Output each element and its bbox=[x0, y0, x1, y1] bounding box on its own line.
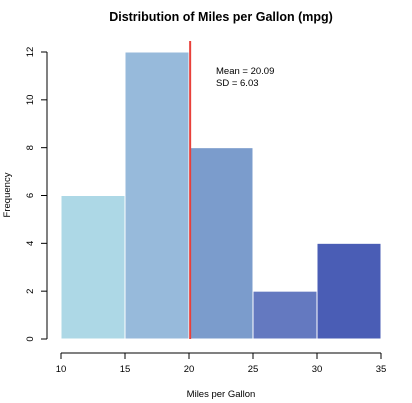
x-axis-label: Miles per Gallon bbox=[187, 389, 256, 400]
y-tick-label-1: 2 bbox=[25, 289, 36, 294]
histogram-bars bbox=[60, 51, 382, 340]
y-tick-label-3: 6 bbox=[25, 193, 36, 198]
chart-title: Distribution of Miles per Gallon (mpg) bbox=[109, 10, 333, 24]
y-tick-label-6: 12 bbox=[25, 47, 36, 58]
histogram-bar-2 bbox=[188, 147, 254, 340]
sd-annotation: SD = 6.03 bbox=[216, 78, 259, 89]
y-tick-label-5: 10 bbox=[25, 95, 36, 106]
y-tick-label-0: 0 bbox=[25, 336, 36, 341]
x-axis: 10 15 20 25 30 35 bbox=[56, 352, 387, 375]
stats-annotation: Mean = 20.09 SD = 6.03 bbox=[216, 66, 274, 89]
histogram-bar-1 bbox=[124, 51, 190, 340]
x-tick-label-1: 15 bbox=[120, 364, 131, 375]
x-tick-label-4: 30 bbox=[312, 364, 323, 375]
histogram-bar-0 bbox=[60, 195, 126, 340]
histogram-bar-3 bbox=[252, 290, 318, 340]
mean-annotation: Mean = 20.09 bbox=[216, 66, 274, 77]
y-tick-label-4: 8 bbox=[25, 145, 36, 150]
x-tick-label-2: 20 bbox=[184, 364, 195, 375]
histogram-bar-4 bbox=[316, 242, 382, 340]
x-tick-label-5: 35 bbox=[376, 364, 387, 375]
x-tick-label-0: 10 bbox=[56, 364, 67, 375]
y-axis: 0 2 4 6 8 10 12 bbox=[25, 47, 48, 342]
x-tick-label-3: 25 bbox=[248, 364, 259, 375]
y-axis-label: Frequency bbox=[2, 172, 13, 217]
y-tick-label-2: 4 bbox=[25, 241, 36, 246]
